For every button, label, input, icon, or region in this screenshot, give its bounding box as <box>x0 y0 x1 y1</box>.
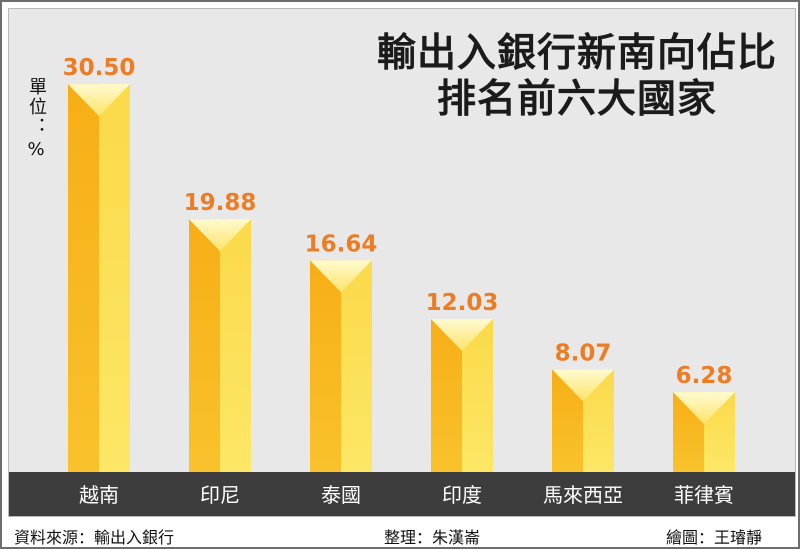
bar-cap <box>673 392 735 425</box>
artist-credit: 繪圖：王璿靜 <box>665 528 762 547</box>
category-label: 菲律賓 <box>674 483 734 507</box>
category-labels-group: 越南 印尼 泰國 印度 馬來西亞 菲律賓 <box>79 483 734 507</box>
value-labels-group: 30.50 19.88 16.64 12.03 8.07 6.28 <box>63 55 733 389</box>
value-label: 30.50 <box>63 55 136 81</box>
chart-title: 輸出入銀行新南向佔比 <box>376 31 777 76</box>
value-label: 19.88 <box>184 190 257 216</box>
bar-cap <box>189 219 251 252</box>
value-label: 12.03 <box>426 290 499 316</box>
bar <box>189 219 251 472</box>
value-label: 6.28 <box>676 363 733 389</box>
chart-title-block: 輸出入銀行新南向佔比 排名前六大國家 <box>377 31 777 123</box>
bar-left-face <box>310 260 341 472</box>
bar-cap <box>431 318 493 351</box>
unit-note: 單位： % <box>23 77 49 161</box>
unit-symbol: % <box>27 139 45 160</box>
bar-right-face <box>99 84 130 472</box>
category-label: 馬來西亞 <box>543 483 623 507</box>
category-label: 越南 <box>79 483 119 507</box>
source-credit: 資料來源：輸出入銀行 <box>14 528 175 547</box>
bar-right-face <box>341 260 372 472</box>
bar <box>310 260 372 472</box>
category-label: 泰國 <box>321 483 361 507</box>
bar <box>68 84 130 472</box>
value-label: 8.07 <box>555 340 612 366</box>
category-axis-band <box>9 472 795 516</box>
bar-chart: 30.50 19.88 16.64 12.03 8.07 6.28 越南 印尼 泰國 印度 馬來西… <box>9 55 795 516</box>
value-label: 16.64 <box>305 231 378 257</box>
bar <box>431 318 493 472</box>
bars-group <box>68 84 735 472</box>
bar-cap <box>68 84 130 117</box>
bar-left-face <box>189 219 220 472</box>
bar-cap <box>310 260 372 293</box>
bar-cap <box>552 369 614 402</box>
chart-subtitle: 排名前六大國家 <box>436 77 717 122</box>
unit-label: 單位： <box>26 77 47 137</box>
bar-left-face <box>68 84 99 472</box>
bar <box>673 392 735 472</box>
bar-right-face <box>220 219 251 472</box>
editor-credit: 整理：朱漢崙 <box>384 528 481 547</box>
category-label: 印尼 <box>200 483 240 507</box>
chart-panel: 30.50 19.88 16.64 12.03 8.07 6.28 越南 印尼 泰國 印度 馬來西… <box>8 8 796 517</box>
bar <box>552 369 614 472</box>
category-label: 印度 <box>442 483 482 507</box>
credits-footer: 資料來源：輸出入銀行 整理：朱漢崙 繪圖：王璿靜 <box>4 519 796 549</box>
